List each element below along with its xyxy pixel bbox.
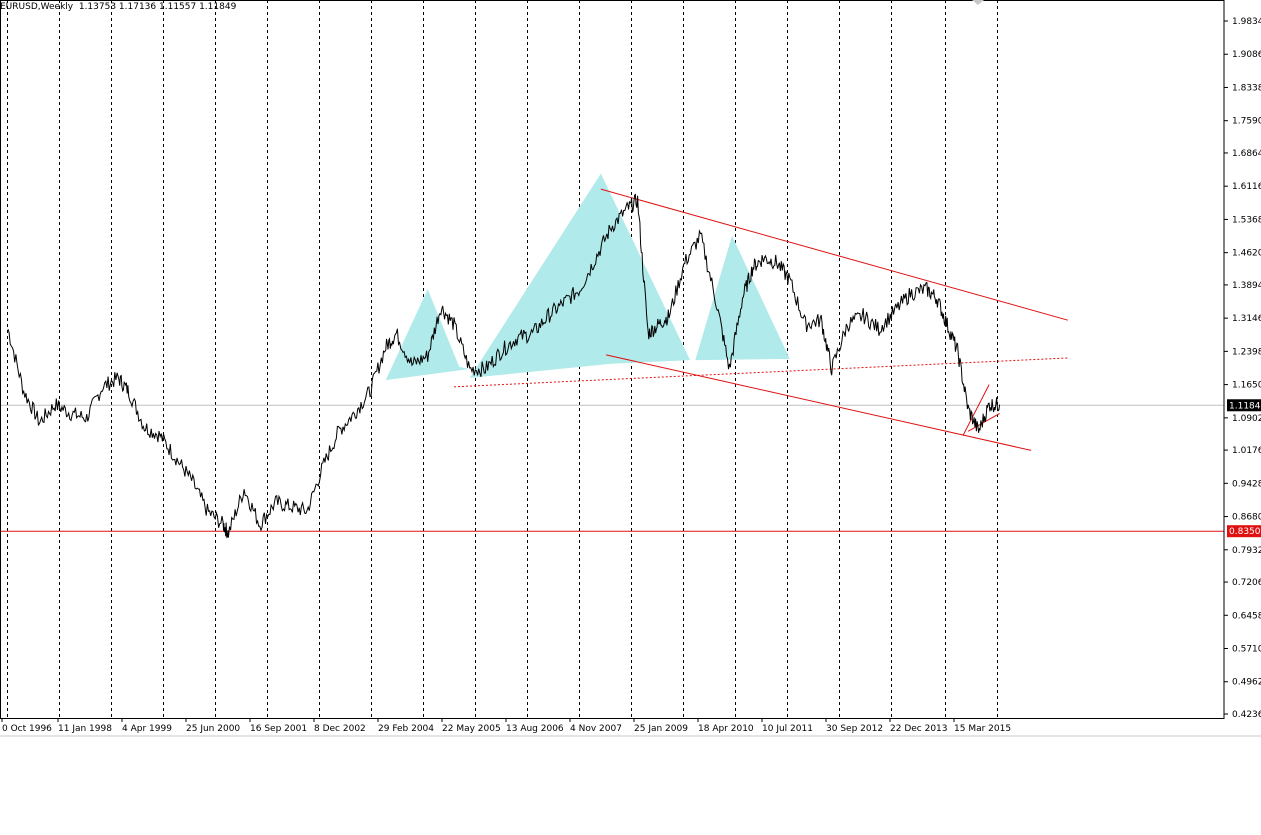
x-tick-label: 29 Feb 2004 [378, 724, 434, 734]
y-tick-label: 1.16500 [1232, 381, 1261, 391]
x-tick-label: 4 Apr 1999 [122, 724, 172, 734]
x-tick-label: 18 Apr 2010 [698, 724, 754, 734]
support-price-label-bg [1227, 525, 1261, 538]
y-tick-label: 1.75900 [1232, 117, 1261, 127]
upper-channel-line [600, 188, 1068, 321]
plot-frame [0, 0, 1225, 719]
y-tick-label: 1.83380 [1232, 83, 1261, 93]
x-tick-label: 25 Jan 2009 [634, 724, 688, 734]
chart-axes: 0 Oct 1996 11 Jan 1998 4 Apr 1999 25 Jun 20… [0, 0, 1261, 737]
y-tick-label: 1.46200 [1232, 249, 1261, 259]
x-tick-label: 16 Sep 2001 [250, 724, 307, 734]
y-tick-label: 0.42360 [1232, 710, 1261, 720]
head-shape [469, 173, 691, 378]
x-tick-label: 22 Dec 2013 [890, 724, 948, 734]
x-tick-label: 11 Jan 1998 [58, 724, 112, 734]
price-line [7, 193, 1001, 539]
flag-upper-line [962, 384, 990, 436]
x-tick-label: 22 May 2005 [442, 724, 501, 734]
y-tick-label: 1.23980 [1232, 347, 1261, 357]
x-tick-label: 13 Aug 2006 [506, 724, 564, 734]
x-tick-label: 4 Nov 2007 [570, 724, 622, 734]
y-tick-label: 1.61160 [1232, 182, 1261, 192]
y-tick-label: 1.31460 [1232, 314, 1261, 324]
current-price-label-bg [1227, 399, 1261, 412]
ohlc-values: 1.13753 1.17136 1.11557 1.11849 [78, 2, 237, 12]
symbol-timeframe: EURUSD,Weekly [0, 2, 74, 12]
x-tick-label: 15 Mar 2015 [954, 724, 1011, 734]
y-tick-label: 1.98340 [1232, 17, 1261, 27]
current-price-label: 1.11849 [1229, 401, 1261, 411]
lower-channel-line [606, 354, 1032, 451]
x-tick-label: 25 Jun 2000 [186, 724, 240, 734]
scroll-marker [972, 0, 984, 5]
y-tick-label: 1.68640 [1232, 149, 1261, 159]
y-tick-label: 1.53680 [1232, 215, 1261, 225]
chart-header: EURUSD,Weekly 1.13753 1.17136 1.11557 1.… [0, 2, 236, 12]
pattern-overlays [385, 173, 790, 381]
y-tick-label: 1.09020 [1232, 414, 1261, 424]
x-tick-label: 10 Jul 2011 [762, 724, 813, 734]
support-price-label: 0.83507 [1229, 527, 1261, 537]
price-series [7, 193, 1001, 539]
y-tick-label: 1.90860 [1232, 50, 1261, 60]
neckline [453, 357, 1068, 388]
x-tick-label: 8 Dec 2002 [314, 724, 366, 734]
x-tick-label: 0 Oct 1996 [2, 724, 52, 734]
trend-lines [0, 188, 1224, 532]
y-tick-label: 1.38940 [1232, 281, 1261, 291]
x-tick-label: 30 Sep 2012 [826, 724, 883, 734]
flag-lower-line [967, 413, 1000, 432]
